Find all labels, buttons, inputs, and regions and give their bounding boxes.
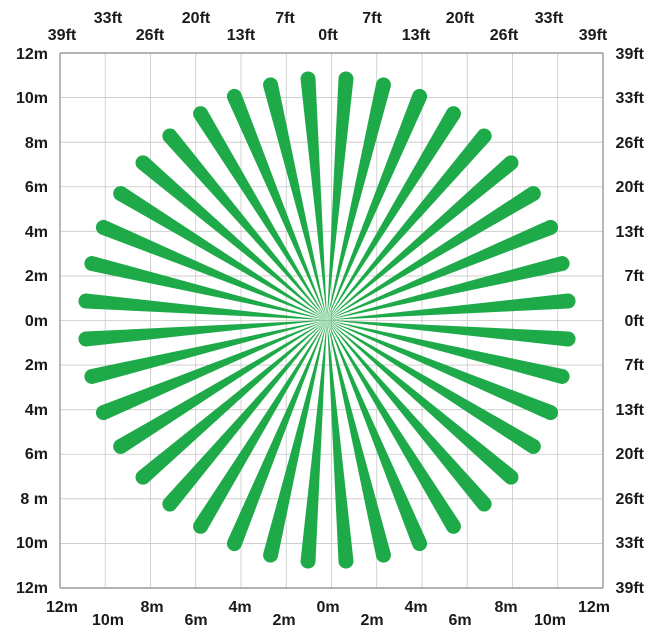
beam-spoke	[327, 71, 354, 320]
right-label: 13ft	[616, 402, 645, 419]
beam-spokes	[78, 71, 576, 569]
right-axis-labels: 39ft 33ft 26ft 20ft 13ft 7ft 0ft 7ft 13f…	[616, 46, 645, 597]
right-label: 13ft	[616, 224, 645, 241]
beam-spoke	[113, 320, 327, 454]
beam-spoke	[327, 320, 559, 421]
left-label: 10m	[16, 535, 48, 552]
beam-spoke	[327, 219, 559, 320]
top-axis-labels: 39ft 33ft 26ft 20ft 13ft 7ft 0ft 7ft 13f…	[48, 10, 608, 44]
beam-spoke	[327, 128, 492, 320]
right-label: 20ft	[616, 179, 645, 196]
bottom-label: 2m	[360, 612, 383, 627]
left-label: 12m	[16, 46, 48, 63]
top-label: 26ft	[490, 27, 519, 44]
left-label: 8 m	[20, 491, 48, 508]
beam-spoke	[263, 320, 327, 563]
beam-spoke	[193, 106, 327, 320]
top-label: 0ft	[318, 27, 338, 44]
beam-spoke	[327, 88, 428, 321]
right-label: 0ft	[624, 313, 644, 330]
beam-spoke	[327, 320, 391, 563]
right-label: 33ft	[616, 90, 645, 107]
beam-spoke	[327, 320, 519, 485]
top-label: 20ft	[182, 10, 211, 27]
right-label: 26ft	[616, 491, 645, 508]
bottom-label: 10m	[534, 612, 566, 627]
beam-spoke	[327, 106, 461, 321]
top-label: 39ft	[48, 27, 77, 44]
beam-spoke	[327, 186, 541, 320]
left-label: 2m	[25, 357, 48, 374]
left-label: 10m	[16, 90, 48, 107]
bottom-label: 2m	[272, 612, 295, 627]
beam-spoke	[327, 293, 576, 320]
top-label: 13ft	[402, 27, 431, 44]
bottom-label: 6m	[448, 612, 471, 627]
bottom-label: 8m	[140, 599, 163, 616]
top-label: 7ft	[362, 10, 382, 27]
right-label: 7ft	[624, 357, 644, 374]
bottom-label: 8m	[494, 599, 517, 616]
beam-spoke	[78, 320, 327, 347]
beam-spoke	[327, 320, 570, 384]
left-label: 6m	[25, 446, 48, 463]
left-label: 4m	[25, 224, 48, 241]
top-label: 7ft	[275, 10, 295, 27]
top-label: 33ft	[535, 10, 564, 27]
beam-spoke	[327, 155, 519, 320]
beam-spoke	[113, 186, 327, 320]
right-label: 39ft	[616, 580, 645, 597]
left-label: 4m	[25, 402, 48, 419]
bottom-label: 6m	[184, 612, 207, 627]
beam-spoke	[327, 320, 541, 454]
beam-spoke	[263, 77, 327, 320]
right-label: 7ft	[624, 268, 644, 285]
beam-spoke	[135, 320, 327, 485]
beam-spoke	[327, 320, 354, 569]
left-label: 8m	[25, 135, 48, 152]
beam-spoke	[78, 293, 327, 320]
beam-spoke	[95, 219, 327, 320]
beam-spoke	[162, 128, 327, 320]
left-label: 12m	[16, 580, 48, 597]
top-label: 13ft	[227, 27, 256, 44]
left-label: 6m	[25, 179, 48, 196]
beam-spoke	[162, 320, 327, 512]
bottom-label: 12m	[46, 599, 78, 616]
beam-spoke	[300, 320, 327, 569]
beam-spoke	[327, 320, 428, 552]
beam-spoke	[327, 256, 570, 320]
bottom-label: 10m	[92, 612, 124, 627]
bottom-label: 4m	[228, 599, 251, 616]
top-label: 33ft	[94, 10, 123, 27]
top-label: 20ft	[446, 10, 475, 27]
beam-spoke	[327, 320, 492, 512]
beam-spoke	[193, 320, 327, 534]
grid-lines	[59, 52, 604, 589]
bottom-label: 0m	[316, 599, 339, 616]
beam-spoke	[226, 320, 327, 552]
beam-spoke	[95, 320, 328, 421]
top-label: 39ft	[579, 27, 608, 44]
beam-spoke	[327, 77, 391, 320]
beam-spoke	[300, 71, 327, 320]
left-label: 2m	[25, 268, 48, 285]
left-axis-labels: 12m 10m 8m 6m 4m 2m 0m 2m 4m 6m 8 m 10m …	[16, 46, 48, 597]
right-label: 26ft	[616, 135, 645, 152]
beam-spoke	[135, 155, 327, 320]
right-label: 20ft	[616, 446, 645, 463]
beam-spoke	[84, 320, 327, 384]
beam-spoke	[327, 320, 576, 347]
beam-spoke	[84, 256, 327, 320]
left-label: 0m	[25, 313, 48, 330]
right-label: 33ft	[616, 535, 645, 552]
beam-spoke	[226, 88, 327, 321]
beam-spoke	[327, 320, 461, 534]
bottom-axis-labels: 12m 10m 8m 6m 4m 2m 0m 2m 4m 6m 8m 10m 1…	[46, 599, 610, 627]
bottom-label: 12m	[578, 599, 610, 616]
bottom-label: 4m	[404, 599, 427, 616]
right-label: 39ft	[616, 46, 645, 63]
top-label: 26ft	[136, 27, 165, 44]
